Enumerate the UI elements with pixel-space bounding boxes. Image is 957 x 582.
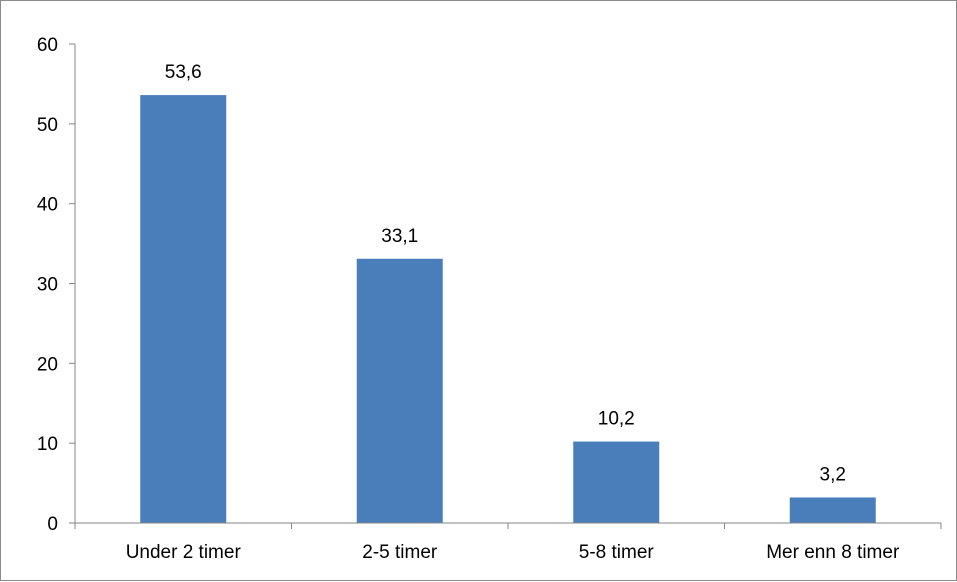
- data-label: 10,2: [598, 409, 635, 430]
- y-tick-label: 20: [37, 354, 58, 375]
- x-category-label: 5-8 timer: [579, 542, 655, 563]
- data-label: 3,2: [820, 464, 846, 485]
- axis-layer: 0 10 20 30 40 50 60: [37, 35, 942, 535]
- bars-layer: [140, 95, 876, 524]
- bar: [573, 441, 660, 523]
- x-category-label: Under 2 timer: [126, 542, 242, 563]
- data-label: 33,1: [381, 226, 418, 247]
- y-tick-label: 50: [37, 115, 58, 136]
- y-tick-label: 60: [37, 35, 58, 56]
- bar: [356, 258, 443, 523]
- y-tick-label: 40: [37, 195, 58, 216]
- bar: [140, 95, 227, 524]
- y-tick-label: 0: [47, 514, 58, 535]
- x-category-label: 2-5 timer: [362, 542, 438, 563]
- y-tick-label: 10: [37, 434, 58, 455]
- data-label: 53,6: [165, 62, 202, 83]
- x-category-label: Mer enn 8 timer: [766, 542, 900, 563]
- labels-layer: 53,6 Under 2 timer 33,1 2-5 timer 10,2 5-8 ti…: [126, 62, 900, 563]
- bar: [789, 497, 876, 523]
- y-tick-label: 30: [37, 275, 58, 296]
